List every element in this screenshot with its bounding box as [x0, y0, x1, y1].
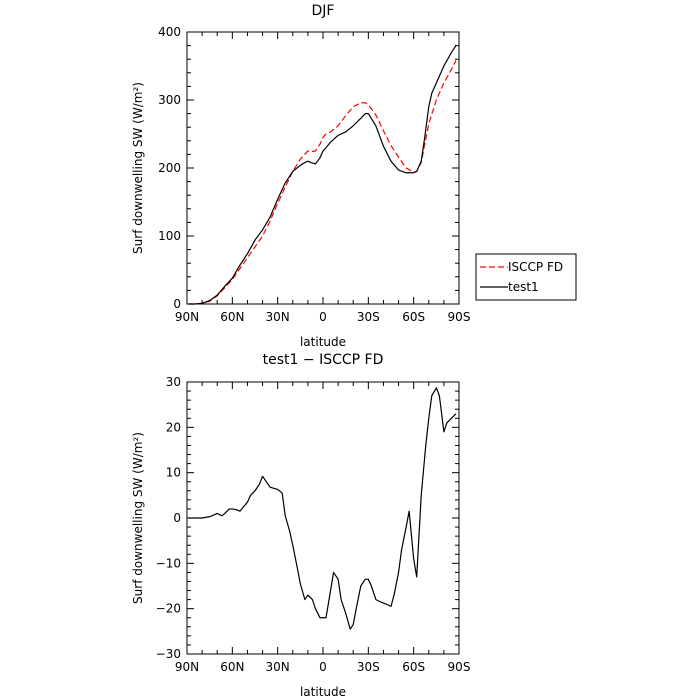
top-xtick-label-90n: 90N — [175, 310, 199, 324]
legend-box — [475, 253, 577, 301]
bottom-xtick-label-90s: 90S — [448, 660, 471, 674]
bottom-xtick-label-0: 0 — [319, 660, 327, 674]
legend-label-test1: test1 — [508, 280, 539, 294]
bottom-xtick-label-30n: 30N — [266, 660, 290, 674]
top-xtick-label-30n: 30N — [266, 310, 290, 324]
top-ytick-label-0: 0 — [173, 297, 181, 311]
legend: ISCCP FD test1 — [475, 253, 577, 301]
bottom-ytick-label-20: 20 — [166, 420, 181, 434]
bottom-ytick-label-30: 30 — [166, 375, 181, 389]
bottom-chart-panel: test1 − ISCCP FD Surf downwelling SW (W/… — [131, 352, 470, 699]
top-xtick-label-30s: 30S — [357, 310, 380, 324]
top-chart-xlabel: latitude — [300, 335, 346, 349]
top-xtick-label-60s: 60S — [402, 310, 425, 324]
bottom-ytick-label-10: 10 — [166, 466, 181, 480]
top-chart-title: DJF — [312, 3, 335, 19]
bottom-chart-title: test1 − ISCCP FD — [263, 352, 384, 368]
top-series-line-isccp-fd — [188, 60, 457, 305]
top-xtick-label-90s: 90S — [448, 310, 471, 324]
top-chart-ylabel: Surf downwelling SW (W/m²) — [131, 82, 145, 254]
bottom-ytick-label-10: −10 — [156, 556, 181, 570]
bottom-xtick-label-60s: 60S — [402, 660, 425, 674]
top-ytick-label-100: 100 — [158, 229, 181, 243]
top-ytick-label-300: 300 — [158, 93, 181, 107]
legend-label-isccp-fd: ISCCP FD — [508, 260, 563, 274]
bottom-chart-ylabel: Surf downwelling SW (W/m²) — [131, 432, 145, 604]
bottom-chart-xlabel: latitude — [300, 685, 346, 699]
bottom-ytick-label-20: −20 — [156, 602, 181, 616]
top-series-line-test1 — [188, 45, 457, 305]
bottom-series-line-difference — [188, 387, 457, 630]
bottom-ytick-label-30: −30 — [156, 647, 181, 661]
top-ytick-label-400: 400 — [158, 25, 181, 39]
bottom-xtick-label-90n: 90N — [175, 660, 199, 674]
bottom-xtick-label-30s: 30S — [357, 660, 380, 674]
top-xtick-label-60n: 60N — [220, 310, 244, 324]
top-xtick-label-0: 0 — [319, 310, 327, 324]
bottom-xtick-label-60n: 60N — [220, 660, 244, 674]
top-chart-panel: DJF Surf downwelling SW (W/m²) latitude … — [131, 3, 577, 349]
bottom-ytick-label-0: 0 — [173, 511, 181, 525]
top-ytick-label-200: 200 — [158, 161, 181, 175]
bottom-plot-frame — [186, 381, 460, 655]
